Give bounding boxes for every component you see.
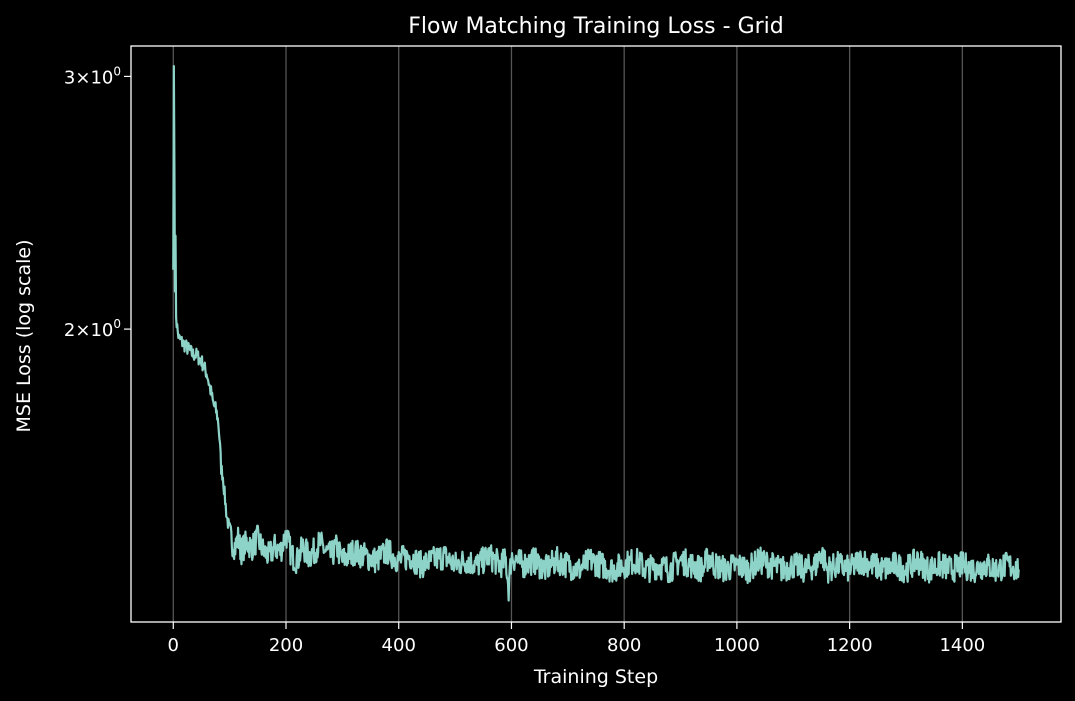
x-axis-label: Training Step <box>533 666 658 688</box>
x-tick-label: 1200 <box>827 635 873 656</box>
plot-frame <box>130 45 1062 623</box>
y-tick-layer: 3×100 2×100 <box>64 64 131 341</box>
x-tick-layer: 0 200 400 600 800 1000 1200 1400 <box>168 622 985 656</box>
grid-layer <box>172 46 964 622</box>
x-tick-label: 600 <box>494 635 528 656</box>
line-layer <box>172 65 1020 602</box>
x-tick-label: 1400 <box>939 635 985 656</box>
y-tick-label: 3×100 <box>64 64 121 88</box>
loss-series-line <box>172 65 1020 602</box>
x-tick-label: 0 <box>168 635 179 656</box>
x-tick-label: 800 <box>607 635 641 656</box>
x-tick-label: 200 <box>269 635 303 656</box>
chart-title: Flow Matching Training Loss - Grid <box>408 14 784 39</box>
y-axis-label: MSE Loss (log scale) <box>13 240 35 433</box>
x-tick-label: 1000 <box>714 635 760 656</box>
x-tick-label: 400 <box>382 635 416 656</box>
y-tick-label: 2×100 <box>64 317 121 341</box>
